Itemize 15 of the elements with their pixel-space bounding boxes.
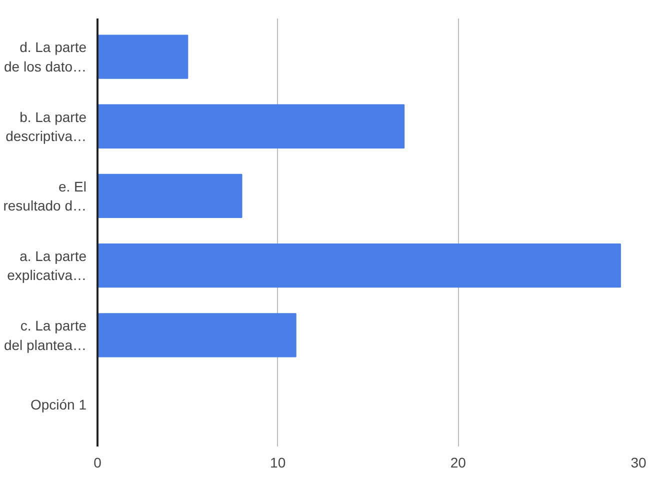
y-tick-label: b. La parte descriptiva… [6,108,87,144]
y-tick-label: c. La parte del plantea… [4,318,87,353]
x-tick-label: 30 [630,454,646,470]
y-tick-label: e. El resultado d… [3,178,87,214]
y-tick-label: d. La parte de los dato… [4,39,87,74]
y-tick-label: a. La parte explicativa… [7,248,87,284]
bar [98,313,296,358]
x-tick-label: 0 [94,454,102,470]
x-tick-label: 20 [450,454,466,470]
bar [98,104,405,148]
x-tick-label: 10 [270,454,286,470]
bar [98,34,188,79]
y-tick-label: Opción 1 [30,396,87,413]
bar [98,243,621,288]
bar [98,174,242,218]
